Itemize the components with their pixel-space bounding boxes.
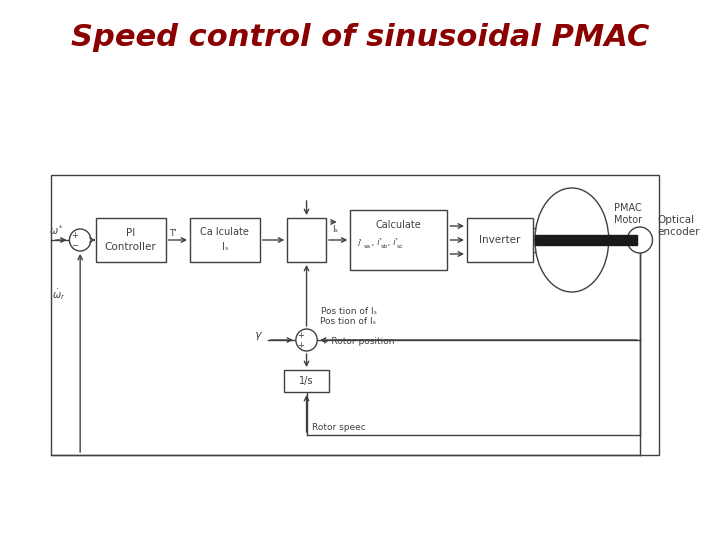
Text: $\dot{\omega}_r$: $\dot{\omega}_r$ [52, 287, 66, 302]
Text: +: + [297, 330, 304, 340]
Text: Speed control of sinusoidal PMAC: Speed control of sinusoidal PMAC [71, 24, 649, 52]
Text: $\omega^*$: $\omega^*$ [49, 223, 64, 237]
Text: Iₛ: Iₛ [222, 242, 228, 252]
Text: , i': , i' [372, 239, 382, 247]
Text: , i': , i' [388, 239, 398, 247]
Bar [284, 370, 329, 392]
Bar [287, 218, 326, 262]
Circle shape [296, 329, 318, 351]
Ellipse shape [535, 188, 608, 292]
Text: −: − [71, 241, 78, 251]
Circle shape [69, 229, 91, 251]
Text: PMAC: PMAC [613, 203, 642, 213]
Text: sb: sb [380, 244, 387, 248]
Text: Controller: Controller [105, 242, 156, 252]
Bar [351, 210, 447, 270]
Bar [51, 175, 660, 455]
Text: +: + [71, 231, 78, 240]
Text: Rotor speec: Rotor speec [312, 422, 366, 431]
Text: i': i' [358, 239, 363, 247]
Text: sc: sc [397, 244, 404, 248]
Text: Motor: Motor [613, 215, 642, 225]
Text: Inverter: Inverter [480, 235, 521, 245]
Text: Ca lculate: Ca lculate [200, 227, 249, 237]
Text: PI: PI [126, 228, 135, 238]
Bar [467, 218, 533, 262]
Text: T': T' [169, 230, 177, 239]
Text: 1/s: 1/s [300, 376, 314, 386]
Bar [535, 235, 637, 245]
Circle shape [627, 227, 652, 253]
Bar [190, 218, 260, 262]
Text: sa: sa [364, 244, 371, 248]
Text: Iₛ: Iₛ [332, 226, 338, 234]
Text: $\gamma$: $\gamma$ [253, 330, 263, 342]
Text: +: + [297, 341, 304, 350]
Text: + Rotor position: + Rotor position [321, 338, 395, 347]
Text: Pos tion of Iₛ: Pos tion of Iₛ [321, 307, 377, 316]
Text: encoder: encoder [657, 227, 700, 237]
Bar [96, 218, 166, 262]
Text: Pos tion of Iₛ: Pos tion of Iₛ [320, 318, 376, 327]
Text: Optical: Optical [657, 215, 695, 225]
Text: Calculate: Calculate [376, 220, 422, 230]
